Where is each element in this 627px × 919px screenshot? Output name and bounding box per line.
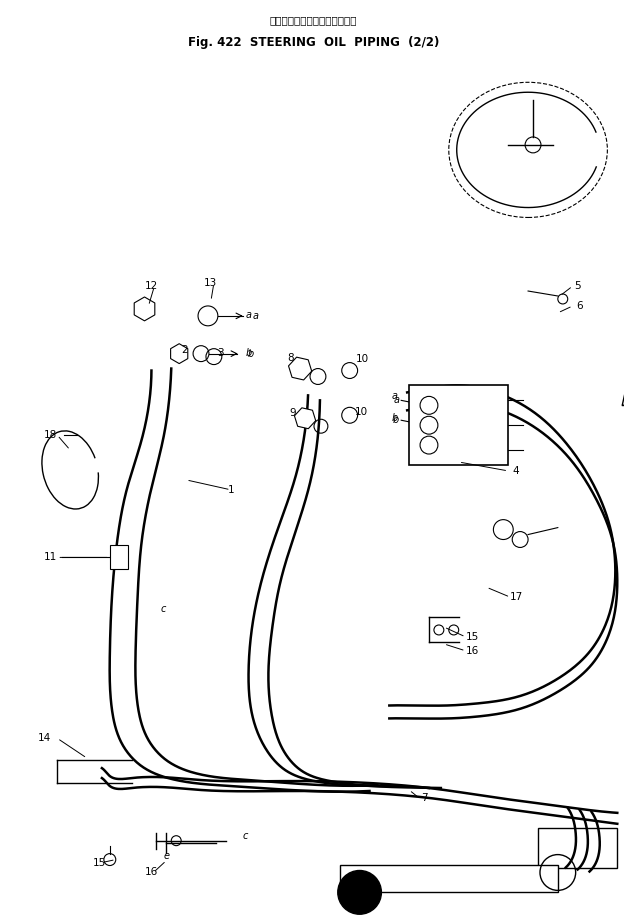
Text: 10: 10 <box>356 354 369 364</box>
Text: 15: 15 <box>466 632 479 641</box>
FancyBboxPatch shape <box>340 865 558 892</box>
Text: 6: 6 <box>576 301 583 311</box>
Text: b: b <box>245 347 251 357</box>
Text: a: a <box>391 391 398 402</box>
FancyBboxPatch shape <box>409 385 508 465</box>
Text: b: b <box>391 414 398 424</box>
Text: a: a <box>253 311 258 321</box>
Text: c: c <box>161 604 166 614</box>
Text: e: e <box>163 851 169 860</box>
FancyBboxPatch shape <box>538 828 618 868</box>
Text: 18: 18 <box>44 430 57 440</box>
Text: 3: 3 <box>218 347 224 357</box>
Text: 13: 13 <box>204 278 218 288</box>
Text: 12: 12 <box>145 281 158 291</box>
Text: Fig. 422  STEERING  OIL  PIPING  (2/2): Fig. 422 STEERING OIL PIPING (2/2) <box>188 36 439 49</box>
Circle shape <box>338 870 381 914</box>
Text: 8: 8 <box>287 353 293 363</box>
Text: 2: 2 <box>181 345 187 355</box>
Text: 17: 17 <box>510 592 523 602</box>
Text: 4: 4 <box>513 466 520 476</box>
Polygon shape <box>622 360 627 405</box>
Text: 14: 14 <box>38 733 51 743</box>
Text: 15: 15 <box>93 857 107 868</box>
Text: 5: 5 <box>574 281 581 291</box>
Text: 16: 16 <box>466 646 479 656</box>
Text: 16: 16 <box>145 868 158 878</box>
FancyBboxPatch shape <box>110 546 128 570</box>
Text: b: b <box>393 415 399 425</box>
Text: c: c <box>243 831 248 841</box>
Text: 7: 7 <box>421 793 428 803</box>
Text: a: a <box>393 395 399 405</box>
Text: 10: 10 <box>355 407 368 417</box>
Text: ステアリングオイルパイピング: ステアリングオイルパイピング <box>270 16 357 26</box>
Text: a: a <box>246 310 251 320</box>
Text: b: b <box>248 348 254 358</box>
Text: 11: 11 <box>44 552 57 562</box>
Text: 1: 1 <box>228 485 234 494</box>
Text: 9: 9 <box>289 408 295 418</box>
